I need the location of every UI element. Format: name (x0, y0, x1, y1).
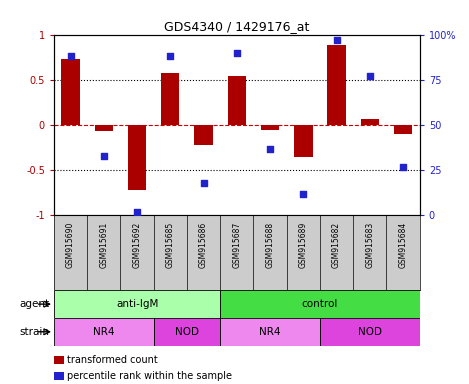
Text: transformed count: transformed count (67, 355, 158, 365)
Text: GSM915682: GSM915682 (332, 222, 341, 268)
Title: GDS4340 / 1429176_at: GDS4340 / 1429176_at (164, 20, 310, 33)
Text: GSM915687: GSM915687 (232, 222, 242, 268)
Text: GSM915684: GSM915684 (399, 222, 408, 268)
Text: GSM915686: GSM915686 (199, 222, 208, 268)
Bar (327, 45, 346, 125)
Text: GSM915692: GSM915692 (133, 222, 142, 268)
Text: NR4: NR4 (93, 327, 114, 337)
Bar (220, 318, 320, 346)
Bar (61, 59, 80, 125)
Bar (54, 290, 220, 318)
Bar (227, 76, 246, 125)
Bar (294, 125, 312, 157)
Text: control: control (302, 299, 338, 309)
Text: GSM915685: GSM915685 (166, 222, 175, 268)
Text: GSM915683: GSM915683 (365, 222, 374, 268)
Text: GSM915690: GSM915690 (66, 222, 75, 268)
Text: anti-IgM: anti-IgM (116, 299, 158, 309)
Text: agent: agent (19, 299, 49, 309)
Text: NOD: NOD (358, 327, 382, 337)
Point (233, 50, 241, 56)
Bar (54, 318, 154, 346)
Text: GSM915688: GSM915688 (265, 222, 275, 268)
Point (366, 73, 374, 79)
Bar (220, 290, 420, 318)
Point (100, 153, 107, 159)
Point (333, 37, 340, 43)
Text: strain: strain (19, 327, 49, 337)
Text: NR4: NR4 (259, 327, 281, 337)
Bar (394, 125, 412, 134)
Bar (261, 125, 279, 129)
Text: GSM915691: GSM915691 (99, 222, 108, 268)
Bar (128, 125, 146, 190)
Point (133, 209, 141, 215)
Point (67, 53, 74, 60)
Text: GSM915689: GSM915689 (299, 222, 308, 268)
Bar (361, 119, 379, 125)
Bar (161, 73, 180, 125)
Point (400, 164, 407, 170)
Point (166, 53, 174, 60)
Point (266, 146, 274, 152)
Point (200, 180, 207, 186)
Bar (95, 125, 113, 131)
Bar (154, 318, 220, 346)
Text: percentile rank within the sample: percentile rank within the sample (67, 371, 232, 381)
Text: NOD: NOD (175, 327, 199, 337)
Bar (320, 318, 420, 346)
Point (300, 190, 307, 197)
Bar (195, 125, 213, 145)
